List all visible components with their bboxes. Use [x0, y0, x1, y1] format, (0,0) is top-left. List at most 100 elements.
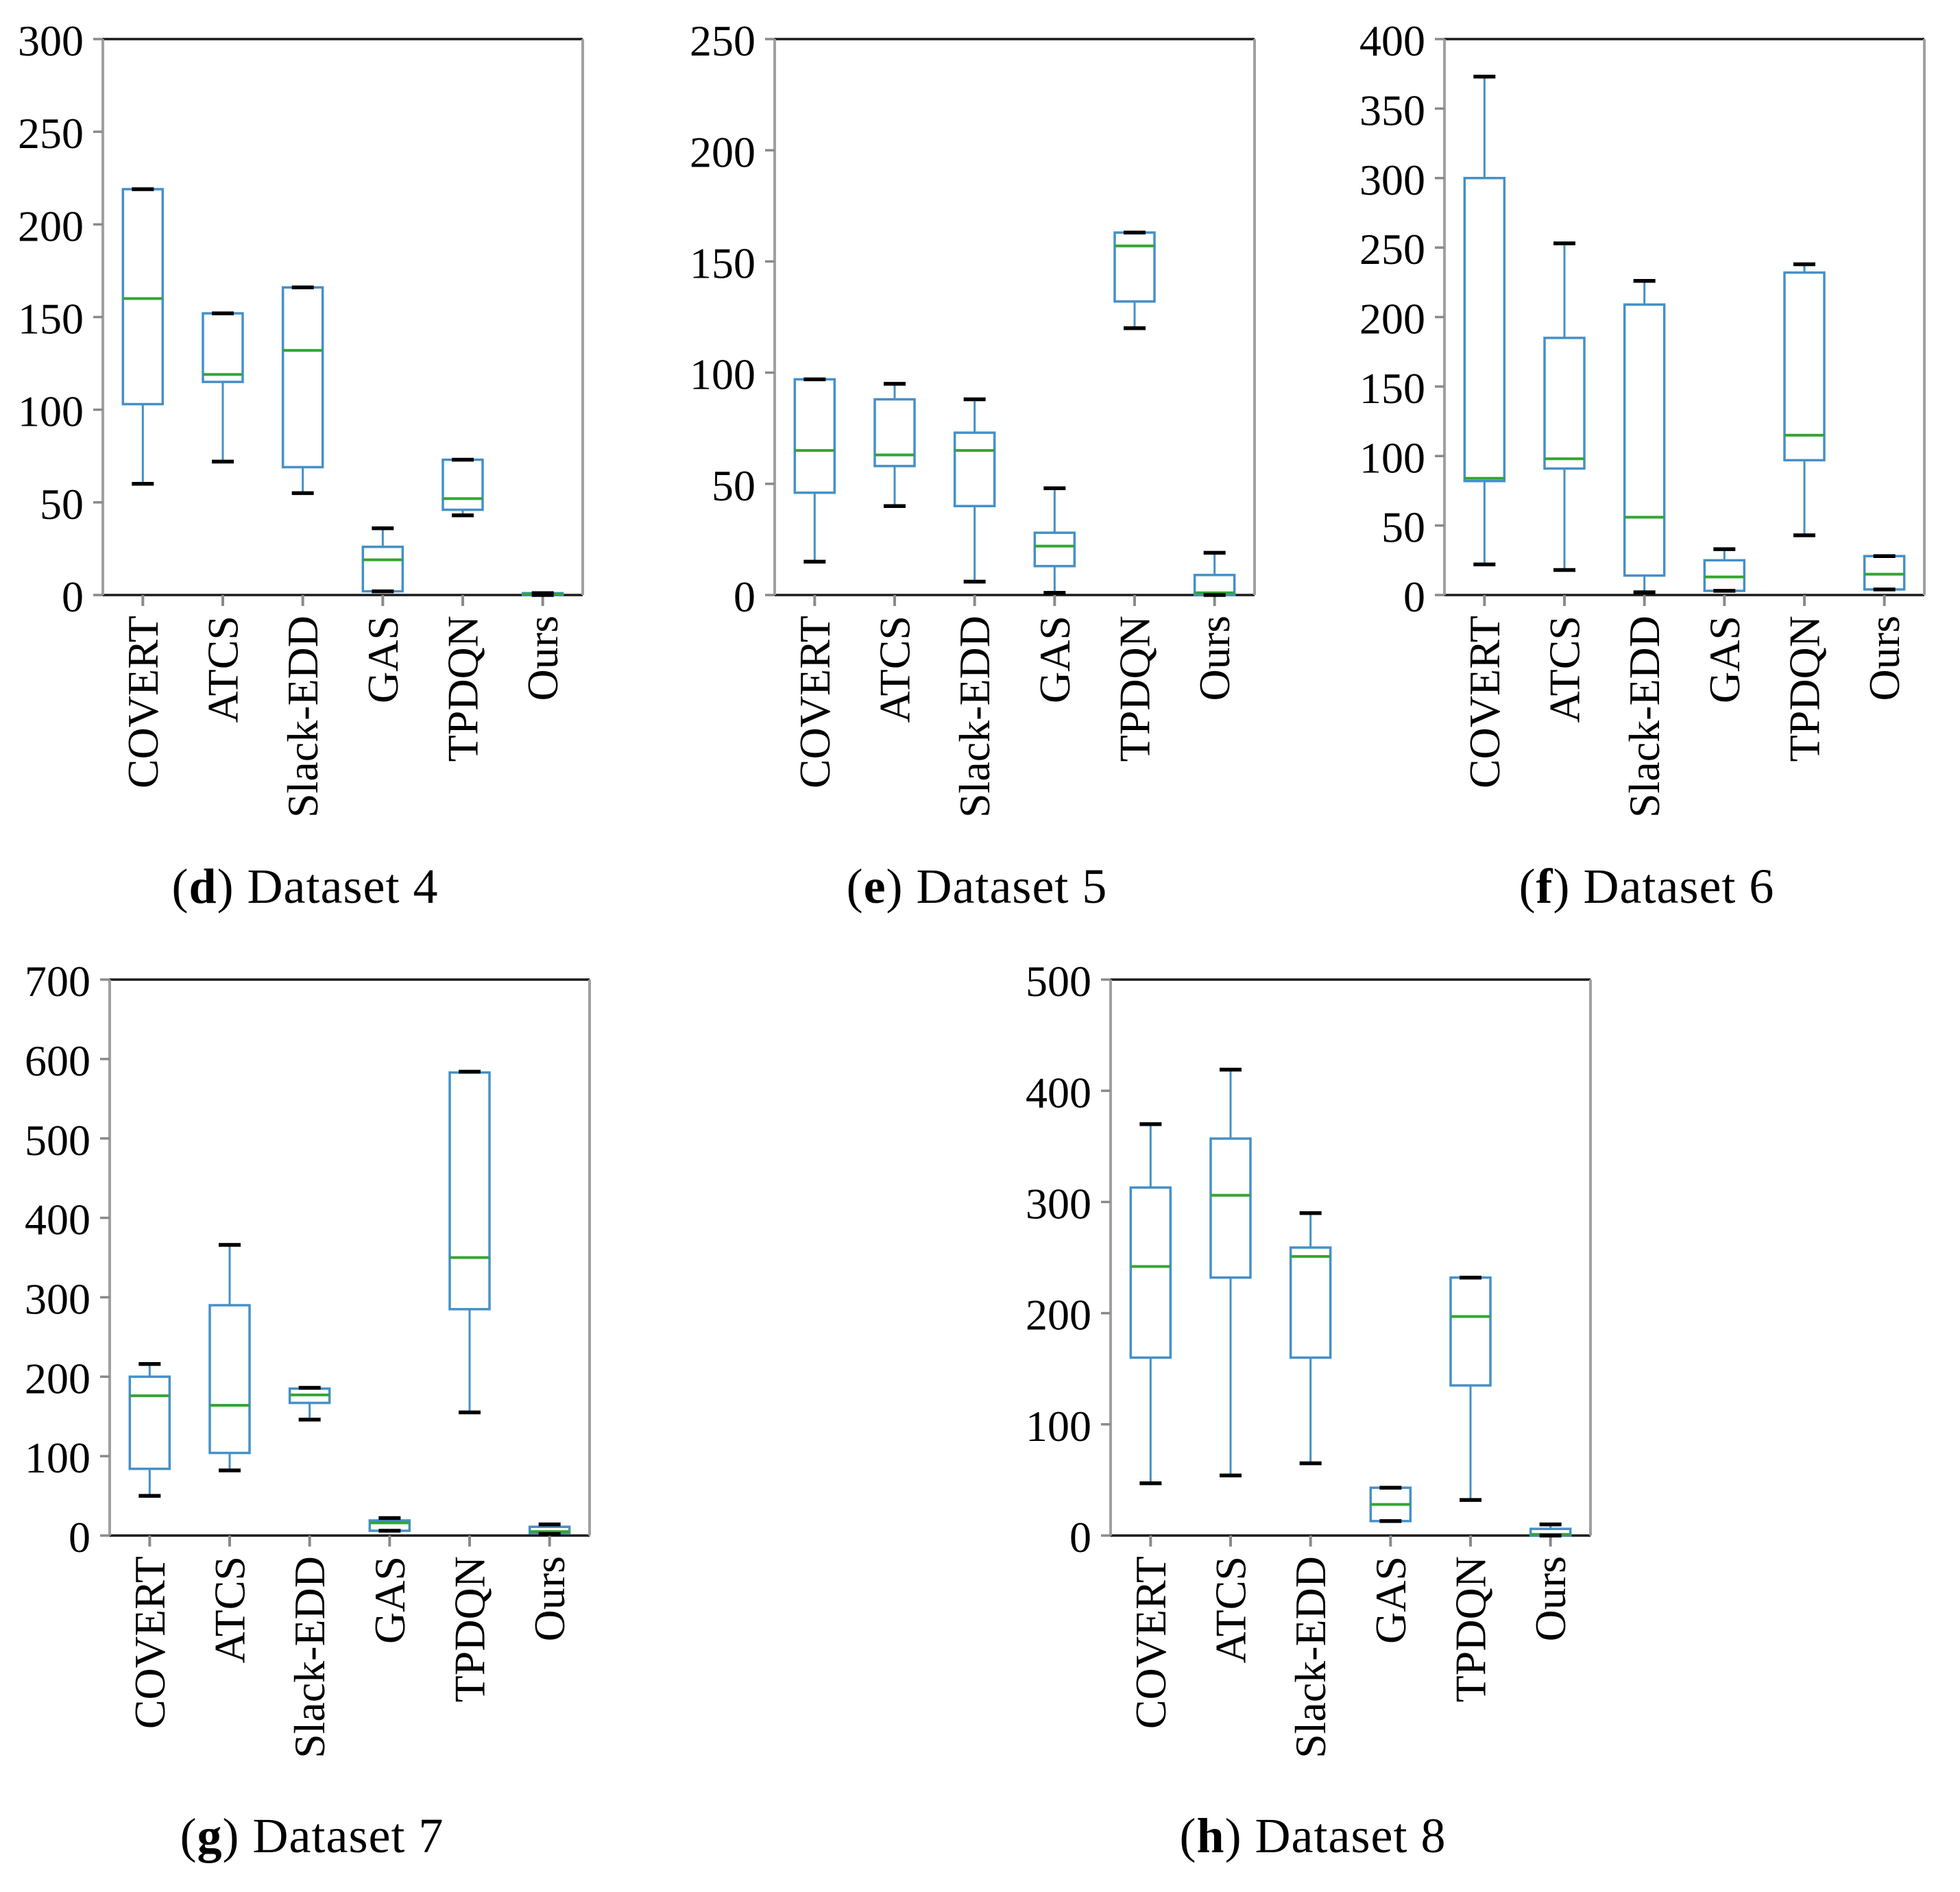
x-category-label: COVERT — [125, 1556, 174, 1729]
box-whisker-Slack-EDD — [1623, 279, 1666, 594]
cap-label: Dataset 7 — [252, 1808, 444, 1863]
x-category-label: COVERT — [1460, 616, 1509, 788]
y-tick-label: 300 — [1359, 156, 1425, 204]
iqr-box — [361, 545, 404, 593]
box-whisker-GAS — [1703, 547, 1746, 593]
y-tick-label: 50 — [40, 480, 84, 529]
cap-open: ( — [1519, 859, 1536, 914]
cap-open: ( — [180, 1808, 197, 1863]
iqr-box — [1703, 559, 1746, 592]
iqr-box — [1129, 1186, 1172, 1359]
subfigure-caption-e: (e) Dataset 5 — [847, 858, 1108, 915]
x-category-label: Ours — [1860, 616, 1909, 701]
y-tick-label: 150 — [18, 295, 84, 343]
y-tick-label: 200 — [1359, 295, 1425, 343]
x-category-label: TPDQN — [1780, 616, 1829, 762]
iqr-box — [121, 188, 165, 406]
box-whisker-ATCS — [1209, 1067, 1252, 1478]
iqr-box — [1209, 1137, 1252, 1279]
box-whisker-COVERT — [128, 1361, 171, 1498]
cap-close: ) — [886, 859, 904, 914]
y-tick-label: 0 — [1403, 572, 1425, 621]
x-category-label: GAS — [1030, 616, 1079, 703]
y-tick-label: 200 — [25, 1354, 90, 1403]
y-tick-label: 0 — [62, 572, 84, 621]
x-category-label: Ours — [1190, 616, 1239, 701]
box-whisker-TPDQN — [1449, 1275, 1492, 1502]
iqr-box — [1623, 303, 1666, 577]
box-whisker-TPDQN — [1783, 262, 1826, 537]
box-whisker-Slack-EDD — [281, 285, 324, 496]
y-tick-label: 0 — [1069, 1513, 1091, 1562]
cap-close: ) — [222, 1808, 240, 1863]
x-category-label: ATCS — [1540, 616, 1589, 723]
y-tick-label: 250 — [18, 109, 84, 158]
iqr-box — [281, 286, 324, 469]
x-category-label: Slack-EDD — [285, 1556, 334, 1758]
iqr-box — [1463, 177, 1506, 483]
boxplot-panel-f: 0 50 100 150 200 250 300 350 400 COVERT ATCS Slack-… — [1359, 16, 1926, 818]
y-tick-label: 100 — [18, 387, 84, 436]
x-category-label: GAS — [359, 616, 407, 703]
y-tick-label: 500 — [25, 1116, 90, 1165]
y-tick-label: 400 — [1026, 1068, 1091, 1117]
y-tick-label: 150 — [690, 239, 755, 287]
y-tick-label: 250 — [1359, 225, 1425, 274]
y-tick-label: 50 — [712, 461, 755, 510]
box-whisker-GAS — [368, 1516, 411, 1533]
cap-open: ( — [1179, 1808, 1197, 1863]
subfigure-caption-g: (g) Dataset 7 — [180, 1808, 444, 1865]
box-whisker-GAS — [1369, 1485, 1412, 1523]
x-category-label: ATCS — [206, 1556, 254, 1664]
y-tick-label: 100 — [1359, 433, 1425, 482]
subfigure-caption-f: (f) Dataset 6 — [1519, 858, 1775, 915]
box-whisker-ATCS — [208, 1243, 251, 1472]
iqr-box — [793, 378, 836, 494]
iqr-box — [128, 1375, 171, 1470]
iqr-box — [953, 431, 996, 507]
cap-label: Dataset 8 — [1255, 1808, 1447, 1863]
cap-label: Dataset 4 — [247, 859, 439, 914]
y-tick-label: 50 — [1381, 503, 1425, 552]
x-category-label: GAS — [365, 1556, 414, 1644]
box-whisker-Ours — [1193, 550, 1236, 597]
box-whisker-Ours — [1863, 554, 1906, 592]
y-tick-label: 400 — [25, 1196, 90, 1244]
boxplot-panel-d: 0 50 100 150 200 250 300 COVERT ATCS Slack-EDD GAS… — [18, 16, 584, 818]
box-whisker-TPDQN — [1113, 230, 1156, 330]
box-whisker-ATCS — [873, 382, 916, 508]
cap-label: Dataset 6 — [1583, 859, 1775, 914]
iqr-box — [1783, 271, 1826, 462]
y-tick-label: 500 — [1026, 957, 1091, 1006]
x-category-label: TPDQN — [439, 616, 487, 762]
y-tick-label: 300 — [1026, 1179, 1091, 1228]
y-tick-label: 100 — [690, 350, 755, 399]
x-category-label: COVERT — [790, 616, 839, 788]
y-tick-label: 250 — [690, 16, 755, 65]
cap-close: ) — [1224, 1808, 1242, 1863]
box-whisker-GAS — [361, 526, 404, 594]
iqr-box — [1113, 231, 1156, 303]
iqr-box — [1449, 1276, 1492, 1387]
y-tick-label: 700 — [25, 957, 90, 1006]
x-category-label: Slack-EDD — [278, 616, 327, 818]
x-category-label: ATCS — [1207, 1556, 1255, 1664]
cap-close: ) — [1553, 859, 1571, 914]
box-whisker-ATCS — [1543, 241, 1586, 572]
x-category-label: COVERT — [119, 616, 167, 788]
y-tick-label: 300 — [25, 1274, 90, 1323]
y-tick-label: 300 — [18, 16, 84, 65]
cap-label: Dataset 5 — [916, 859, 1108, 914]
x-category-label: Slack-EDD — [1286, 1556, 1335, 1758]
cap-letter: h — [1196, 1808, 1225, 1863]
y-tick-label: 200 — [18, 202, 84, 250]
box-whisker-TPDQN — [441, 457, 484, 518]
subfigure-caption-d: (d) Dataset 4 — [172, 858, 439, 915]
x-category-label: Ours — [518, 616, 567, 701]
cap-letter: f — [1536, 859, 1553, 914]
box-whisker-COVERT — [121, 187, 165, 486]
y-tick-label: 350 — [1359, 86, 1425, 134]
iqr-box — [1033, 531, 1076, 568]
x-category-label: TPDQN — [446, 1556, 494, 1702]
